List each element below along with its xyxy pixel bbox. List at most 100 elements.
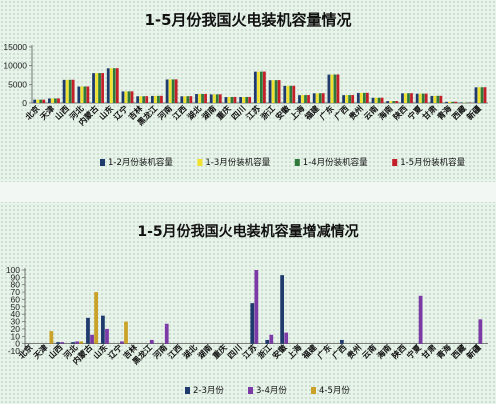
bar [425, 94, 428, 103]
bar [419, 296, 423, 344]
bar [389, 101, 392, 103]
bar [254, 72, 257, 103]
x-tick-label: 重庆 [210, 342, 228, 360]
x-tick-label: 辽宁 [106, 342, 124, 360]
x-tick-label: 河南 [156, 103, 174, 121]
bar [392, 101, 395, 103]
bar [342, 95, 345, 103]
bar [172, 79, 175, 103]
x-tick-label: 湖南 [195, 342, 213, 360]
legend-swatch [248, 387, 253, 394]
bar [316, 93, 319, 103]
bar [204, 94, 207, 103]
bar [328, 75, 331, 103]
bar [39, 100, 42, 103]
legend-label: 1-2月份装机容量 [108, 157, 173, 168]
x-tick-label: 湖北 [185, 103, 203, 121]
bar [225, 97, 228, 103]
bar [301, 95, 304, 103]
legend-label: 4-5月份 [319, 385, 350, 396]
bar [404, 93, 407, 103]
bar [448, 102, 451, 103]
x-tick-label: 广东 [317, 103, 335, 121]
x-tick-label: 江苏 [240, 342, 258, 360]
bar [239, 97, 242, 103]
x-tick-label: 四川 [226, 343, 244, 361]
bar [234, 97, 237, 103]
bar [198, 94, 201, 103]
bar [94, 292, 98, 344]
bar [49, 331, 53, 344]
bar [407, 93, 410, 103]
bar [216, 94, 219, 103]
x-tick-label: 重庆 [214, 103, 232, 121]
bar [48, 99, 51, 103]
bar [90, 335, 94, 344]
bar [372, 98, 375, 103]
bar [242, 97, 245, 103]
x-tick-label: 浙江 [258, 103, 276, 121]
bar [451, 102, 454, 103]
legend-label: 2-3月份 [193, 385, 224, 396]
x-tick-label: 天津 [31, 342, 49, 360]
bar [86, 318, 90, 344]
bar [366, 93, 369, 103]
bar [228, 97, 231, 103]
x-tick-label: 西藏 [449, 342, 467, 360]
bar [124, 322, 128, 344]
x-tick-label: 上海 [288, 103, 306, 121]
bar [213, 94, 216, 103]
x-tick-label: 新疆 [464, 103, 482, 121]
bar [201, 94, 204, 103]
x-tick-label: 福建 [302, 103, 322, 123]
legend-label: 1-4月份装机容量 [303, 157, 368, 168]
x-tick-label: 云南 [361, 103, 379, 121]
bar [51, 98, 54, 103]
x-tick-label: 甘肃 [420, 342, 438, 360]
bar [87, 86, 90, 103]
legend-label: 3-4月份 [256, 385, 287, 396]
x-tick-label: 安徽 [273, 103, 292, 122]
x-tick-label: 山东 [91, 342, 109, 360]
bar [166, 79, 169, 103]
bar [33, 100, 36, 103]
bar [169, 79, 172, 103]
bar [107, 68, 110, 103]
y-tick-label: 5000 [8, 79, 27, 89]
bar [189, 96, 192, 103]
bar [440, 96, 443, 103]
y-tick-label: 10000 [3, 61, 27, 71]
x-tick-label: 广西 [330, 342, 348, 360]
bar [145, 96, 148, 103]
x-tick-label: 陕西 [390, 342, 408, 360]
bar [283, 86, 286, 103]
x-tick-label: 青海 [434, 342, 452, 360]
chart-title: 1-5月份我国火电装机容量情况 [144, 11, 351, 29]
bar [183, 96, 186, 103]
bar [175, 79, 178, 103]
x-tick-label: 海南 [376, 103, 394, 121]
bar [219, 94, 222, 103]
bar [95, 73, 98, 103]
x-tick-label: 湖南 [200, 103, 218, 121]
bar [79, 341, 83, 343]
bar [284, 333, 288, 344]
bar [36, 100, 39, 103]
bar [151, 96, 154, 103]
legend-swatch [311, 387, 316, 394]
x-tick-label: 上海 [285, 342, 303, 360]
bar [142, 96, 145, 103]
bar [434, 96, 437, 103]
x-tick-label: 江苏 [244, 103, 262, 121]
x-tick-label: 西藏 [450, 103, 468, 121]
bar [307, 95, 310, 103]
bar [122, 91, 125, 103]
bar [272, 80, 275, 103]
x-tick-label: 山西 [53, 103, 71, 121]
bar [348, 95, 351, 103]
bar [42, 100, 45, 103]
x-tick-label: 新疆 [464, 342, 482, 360]
x-tick-label: 云南 [360, 342, 378, 360]
bar [128, 91, 131, 103]
bar [286, 86, 289, 103]
